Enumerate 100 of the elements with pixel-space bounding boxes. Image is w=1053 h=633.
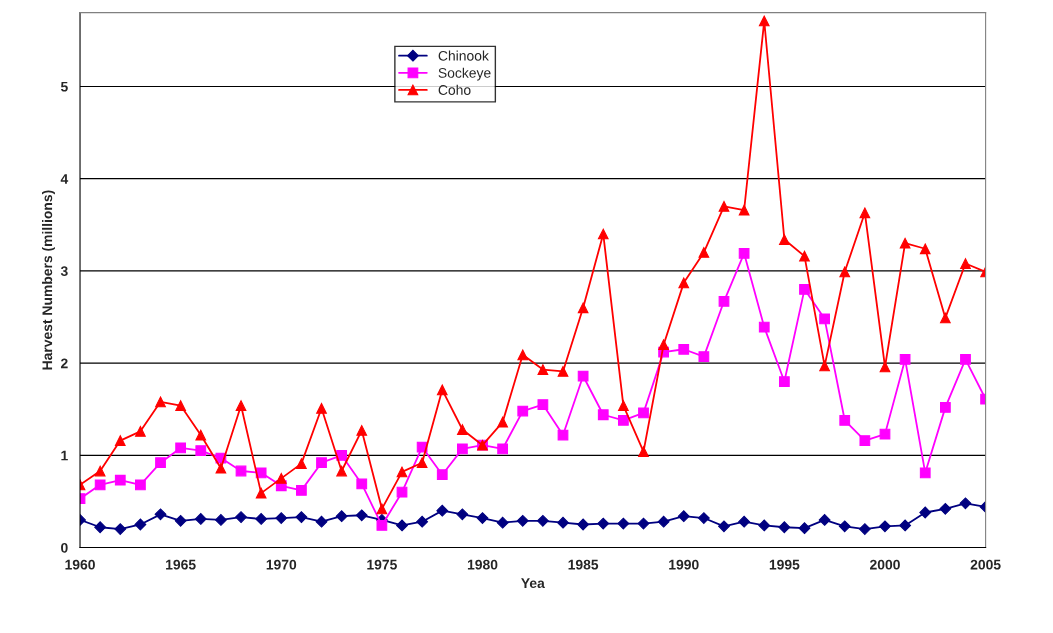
y-tick-label: 5 xyxy=(60,81,68,92)
point xyxy=(819,313,830,325)
point xyxy=(517,405,529,417)
point xyxy=(457,443,468,455)
point xyxy=(638,446,649,458)
point xyxy=(657,515,670,528)
point xyxy=(497,416,509,428)
point xyxy=(316,402,327,414)
point xyxy=(638,407,649,419)
x-tick-label: 1970 xyxy=(266,559,297,570)
point xyxy=(758,519,771,532)
point xyxy=(738,247,750,259)
point xyxy=(214,513,227,526)
point xyxy=(436,384,448,396)
point xyxy=(597,409,609,421)
point xyxy=(859,207,871,219)
point xyxy=(536,514,549,527)
point xyxy=(678,277,690,289)
point xyxy=(335,510,348,523)
point xyxy=(577,302,589,314)
y-tick-label: 2 xyxy=(60,358,68,369)
point xyxy=(336,465,348,477)
point xyxy=(960,354,971,365)
point xyxy=(94,479,106,491)
point xyxy=(899,519,912,532)
point xyxy=(155,396,166,408)
point xyxy=(215,462,227,474)
point xyxy=(718,200,730,212)
point xyxy=(658,339,669,351)
point xyxy=(718,295,730,307)
point xyxy=(135,425,146,437)
point xyxy=(94,521,107,534)
point xyxy=(516,514,529,527)
point xyxy=(235,400,247,411)
point xyxy=(939,312,951,324)
point xyxy=(718,520,730,533)
point xyxy=(436,469,448,481)
point xyxy=(356,478,368,490)
point xyxy=(758,15,770,27)
x-tick-label: 1985 xyxy=(568,559,599,570)
point xyxy=(275,473,287,484)
point xyxy=(355,509,368,522)
point xyxy=(436,504,449,517)
point xyxy=(114,523,127,536)
point xyxy=(497,443,509,455)
point xyxy=(316,457,327,469)
point xyxy=(818,513,831,526)
point xyxy=(899,237,911,249)
point xyxy=(618,414,629,426)
point xyxy=(537,399,549,410)
point xyxy=(376,503,388,515)
x-tick-label: 1975 xyxy=(367,559,397,570)
point xyxy=(416,515,429,528)
point xyxy=(134,518,147,531)
point xyxy=(175,442,187,454)
point xyxy=(476,512,489,524)
point xyxy=(879,520,891,533)
point xyxy=(597,517,610,530)
point xyxy=(114,435,126,446)
point xyxy=(839,266,851,278)
point xyxy=(778,376,790,387)
point xyxy=(154,508,167,521)
x-tick-label: 1980 xyxy=(467,559,498,570)
y-tick-label: 1 xyxy=(61,450,68,461)
x-tick-label: 1995 xyxy=(769,559,800,570)
point xyxy=(939,502,952,515)
x-tick-label: 1990 xyxy=(669,559,699,570)
y-tick-label: 0 xyxy=(61,542,68,553)
legend-label: Chinook xyxy=(438,50,489,61)
point xyxy=(677,510,690,523)
point xyxy=(697,512,710,524)
point xyxy=(778,234,790,245)
point xyxy=(698,351,710,363)
point xyxy=(155,457,166,469)
point xyxy=(396,466,408,478)
x-tick-label: 1960 xyxy=(65,559,95,570)
point xyxy=(919,243,931,255)
point xyxy=(114,474,126,486)
point xyxy=(858,523,871,536)
point xyxy=(174,514,187,527)
legend-label: Coho xyxy=(438,84,471,95)
point xyxy=(356,425,368,436)
point xyxy=(577,370,589,382)
point xyxy=(135,479,146,491)
point xyxy=(557,516,569,529)
point xyxy=(457,424,468,435)
legend-label: Sockeye xyxy=(438,67,491,81)
point xyxy=(919,506,932,519)
point xyxy=(295,511,308,524)
point xyxy=(194,513,207,525)
x-tick-label: 2005 xyxy=(970,559,1001,570)
point xyxy=(798,522,811,535)
point xyxy=(738,515,751,528)
point xyxy=(315,515,328,528)
point xyxy=(396,486,408,498)
point xyxy=(939,401,951,413)
point xyxy=(94,465,106,477)
point xyxy=(296,458,307,469)
point xyxy=(838,520,851,533)
point xyxy=(195,429,207,441)
